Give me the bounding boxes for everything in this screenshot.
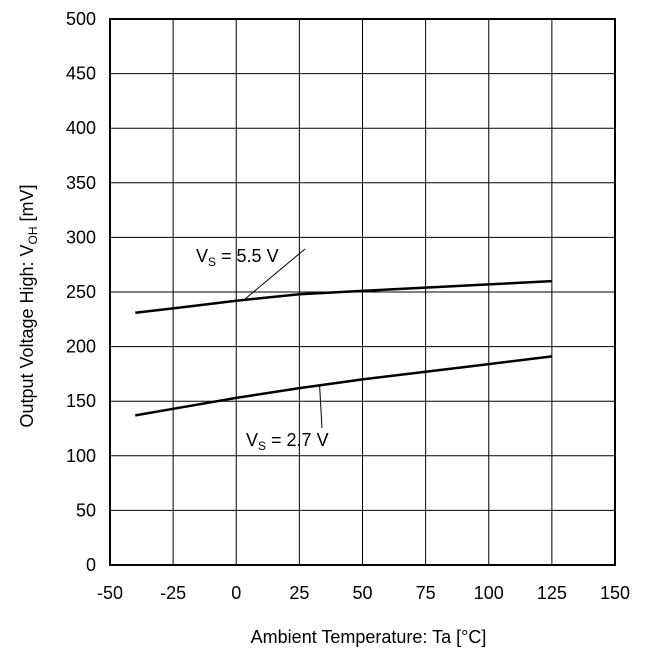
series-line-1	[135, 279, 552, 314]
y-tick-labels: 0 50 100 150 200 250 300 350 400 450 500	[66, 9, 96, 575]
x-tick-label: 25	[289, 583, 309, 603]
y-tick-label: 50	[76, 500, 96, 520]
y-tick-label: 400	[66, 118, 96, 138]
x-tick-label: 50	[352, 583, 372, 603]
x-tick-label: 75	[416, 583, 436, 603]
x-tick-label: -50	[97, 583, 123, 603]
annotation-leader	[319, 385, 323, 429]
series-line-2	[135, 355, 553, 417]
y-tick-label: 300	[66, 227, 96, 247]
series-lines	[135, 279, 553, 417]
y-axis-title: Output Voltage High: VOH [mV]	[17, 184, 40, 427]
x-tick-label: 150	[600, 583, 630, 603]
y-tick-label: 250	[66, 282, 96, 302]
y-tick-label: 150	[66, 391, 96, 411]
x-axis-title: Ambient Temperature: Ta [°C]	[251, 627, 487, 647]
y-tick-label: 0	[86, 555, 96, 575]
x-tick-label: 125	[537, 583, 567, 603]
x-tick-label: 100	[474, 583, 504, 603]
annotation-leader	[243, 248, 306, 301]
y-tick-label: 350	[66, 173, 96, 193]
y-axis-title-unit: [mV]	[17, 184, 37, 226]
y-tick-label: 450	[66, 64, 96, 84]
y-tick-label: 500	[66, 9, 96, 29]
plot-frame	[109, 18, 616, 566]
y-tick-label: 100	[66, 446, 96, 466]
grid-lines	[110, 19, 615, 565]
x-tick-label: 0	[231, 583, 241, 603]
y-axis-title-main: Output Voltage High: V	[17, 244, 37, 427]
y-axis-title-sub: OH	[26, 226, 40, 244]
series-label-1: VS = 5.5 V	[196, 246, 279, 269]
x-tick-label: -25	[160, 583, 186, 603]
series-annotations: VS = 5.5 V VS = 2.7 V	[196, 246, 329, 453]
x-tick-labels: -50 -25 0 25 50 75 100 125 150	[97, 583, 630, 603]
series-label-2: VS = 2.7 V	[246, 430, 329, 453]
y-tick-label: 200	[66, 337, 96, 357]
